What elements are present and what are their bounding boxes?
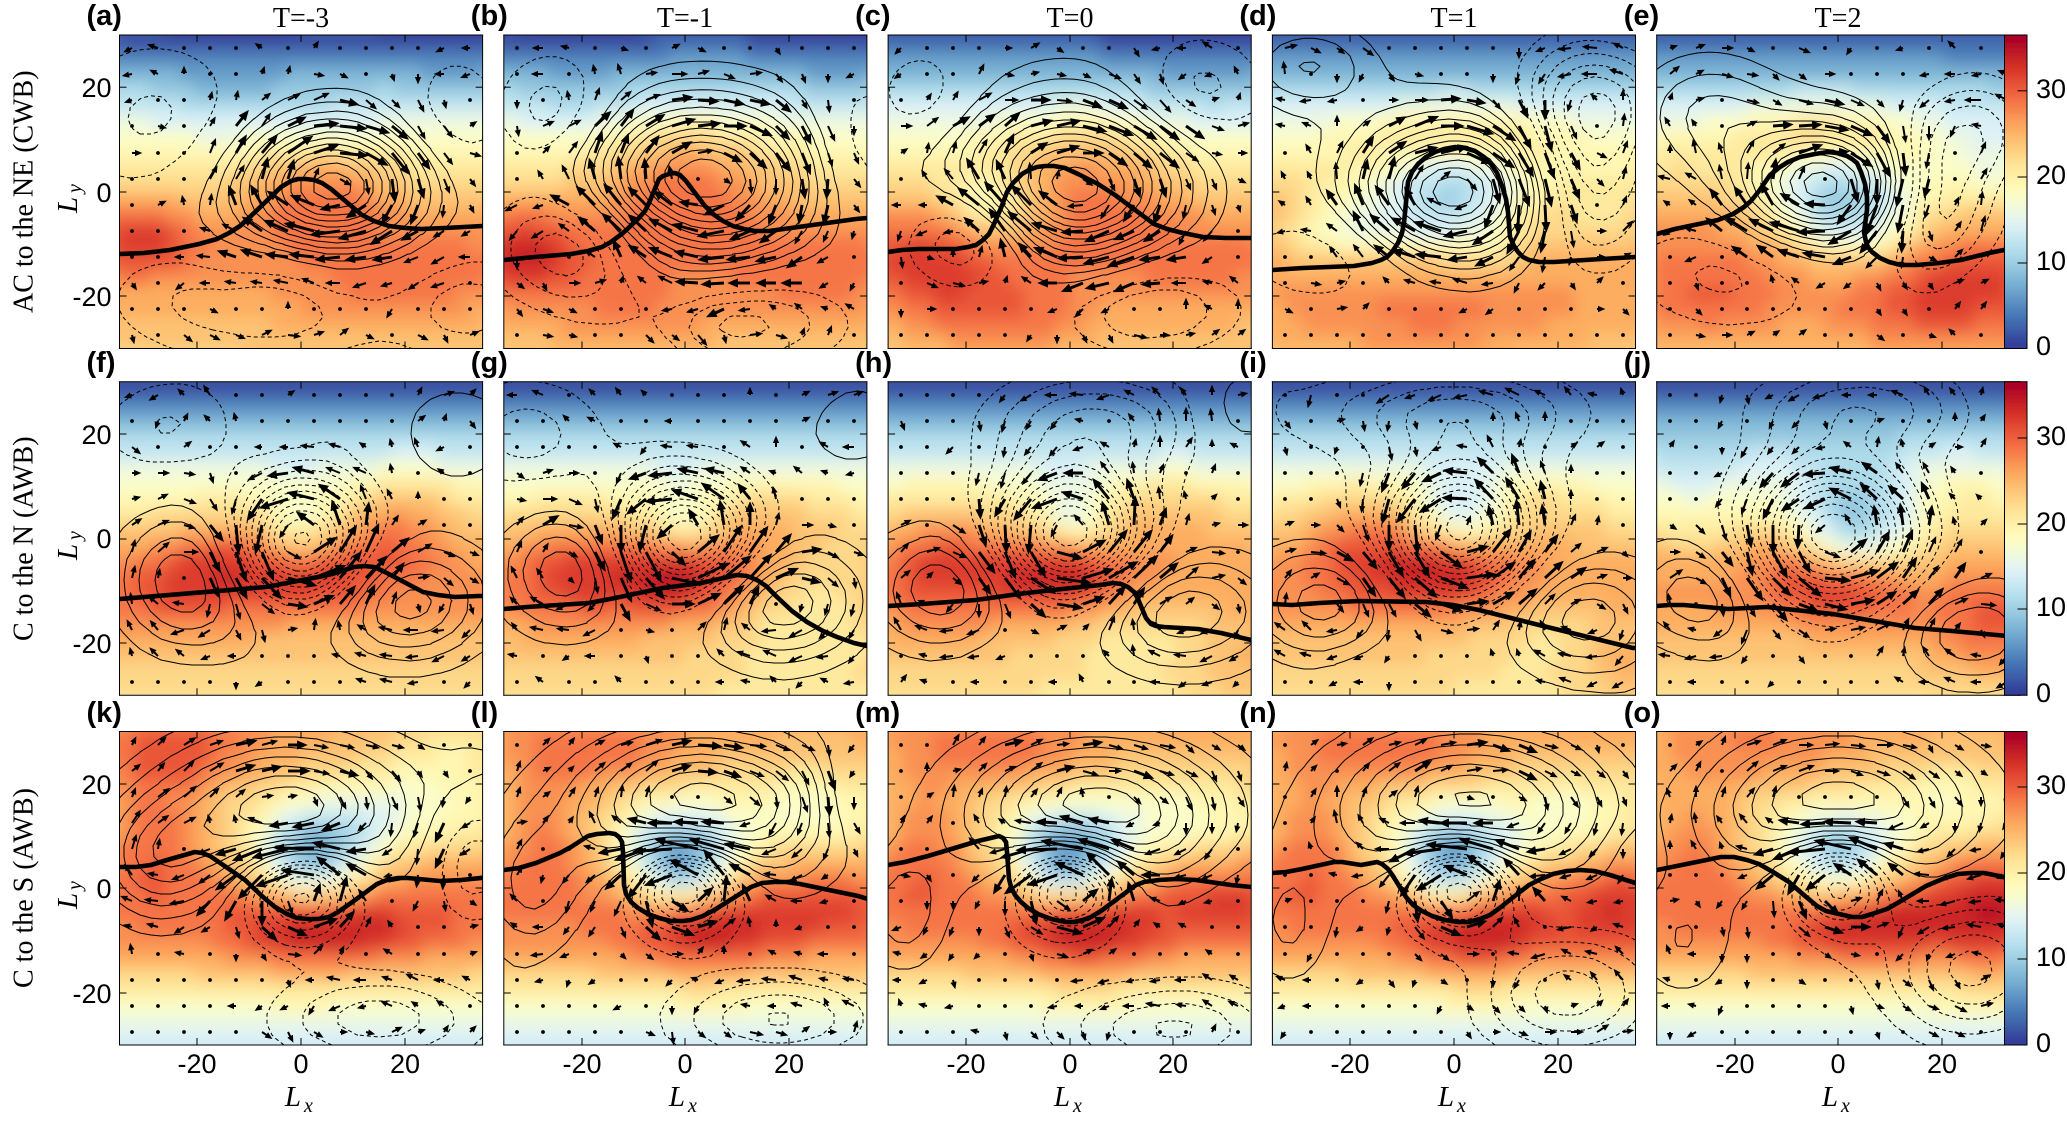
svg-text:0: 0 (293, 1049, 308, 1079)
svg-text:20: 20 (81, 770, 111, 800)
svg-text:x: x (1072, 1095, 1082, 1117)
svg-text:20: 20 (2036, 856, 2066, 886)
svg-text:-20: -20 (562, 1049, 601, 1079)
svg-text:(e): (e) (1624, 0, 1659, 32)
svg-text:C to the S (AWB): C to the S (AWB) (9, 788, 40, 988)
svg-text:(l): (l) (471, 697, 498, 729)
svg-text:T=-1: T=-1 (657, 3, 713, 34)
svg-text:20: 20 (2036, 507, 2066, 537)
svg-text:y: y (64, 881, 86, 892)
svg-text:L: L (1437, 1081, 1454, 1113)
svg-text:T=2: T=2 (1815, 3, 1862, 34)
svg-text:0: 0 (2036, 1028, 2051, 1058)
svg-text:0: 0 (96, 524, 111, 554)
svg-text:0: 0 (2036, 331, 2051, 361)
svg-text:10: 10 (2036, 942, 2066, 972)
svg-text:(h): (h) (855, 347, 892, 379)
svg-text:30: 30 (2036, 74, 2066, 104)
svg-text:10: 10 (2036, 246, 2066, 276)
svg-text:0: 0 (1446, 1049, 1461, 1079)
svg-text:0: 0 (677, 1049, 692, 1079)
svg-text:-20: -20 (72, 629, 111, 659)
svg-text:20: 20 (390, 1049, 420, 1079)
svg-text:20: 20 (81, 73, 111, 103)
svg-text:20: 20 (774, 1049, 804, 1079)
svg-text:-20: -20 (177, 1049, 216, 1079)
svg-text:0: 0 (96, 874, 111, 904)
svg-text:L: L (1053, 1081, 1070, 1113)
svg-text:x: x (687, 1095, 697, 1117)
svg-text:L: L (52, 544, 84, 561)
svg-text:20: 20 (1543, 1049, 1573, 1079)
svg-text:(b): (b) (471, 0, 508, 32)
svg-text:x: x (1840, 1095, 1850, 1117)
svg-text:30: 30 (2036, 421, 2066, 451)
svg-text:(a): (a) (87, 0, 122, 32)
svg-text:30: 30 (2036, 770, 2066, 800)
svg-text:x: x (1456, 1095, 1466, 1117)
svg-text:20: 20 (1927, 1049, 1957, 1079)
svg-text:L: L (52, 197, 84, 214)
svg-text:(f): (f) (87, 347, 116, 379)
svg-text:0: 0 (2036, 678, 2051, 708)
svg-text:L: L (668, 1081, 685, 1113)
svg-text:y: y (64, 531, 86, 542)
svg-text:AC to the NE (CWB): AC to the NE (CWB) (9, 70, 40, 313)
svg-text:(m): (m) (855, 697, 900, 729)
svg-text:(g): (g) (471, 347, 508, 379)
svg-text:-20: -20 (1330, 1049, 1369, 1079)
svg-text:(d): (d) (1239, 0, 1276, 32)
svg-text:20: 20 (1158, 1049, 1188, 1079)
svg-text:x: x (303, 1095, 313, 1117)
svg-text:(o): (o) (1624, 697, 1661, 729)
svg-text:L: L (52, 893, 84, 910)
svg-text:-20: -20 (1715, 1049, 1754, 1079)
svg-text:20: 20 (81, 420, 111, 450)
svg-text:-20: -20 (946, 1049, 985, 1079)
svg-text:(i): (i) (1239, 347, 1266, 379)
svg-text:-20: -20 (72, 282, 111, 312)
svg-text:(c): (c) (855, 0, 890, 32)
svg-text:20: 20 (2036, 160, 2066, 190)
svg-text:(n): (n) (1239, 697, 1276, 729)
svg-text:10: 10 (2036, 592, 2066, 622)
svg-text:(k): (k) (87, 697, 122, 729)
svg-text:0: 0 (1062, 1049, 1077, 1079)
svg-text:y: y (64, 184, 86, 195)
svg-text:0: 0 (1830, 1049, 1845, 1079)
svg-text:L: L (284, 1081, 301, 1113)
svg-text:T=0: T=0 (1047, 3, 1094, 34)
svg-text:-20: -20 (72, 979, 111, 1009)
svg-text:(j): (j) (1624, 347, 1651, 379)
svg-text:T=1: T=1 (1431, 3, 1478, 34)
svg-text:C to the N (AWB): C to the N (AWB) (9, 436, 40, 641)
svg-text:0: 0 (96, 178, 111, 208)
svg-text:T=-3: T=-3 (273, 3, 329, 34)
svg-text:L: L (1821, 1081, 1838, 1113)
